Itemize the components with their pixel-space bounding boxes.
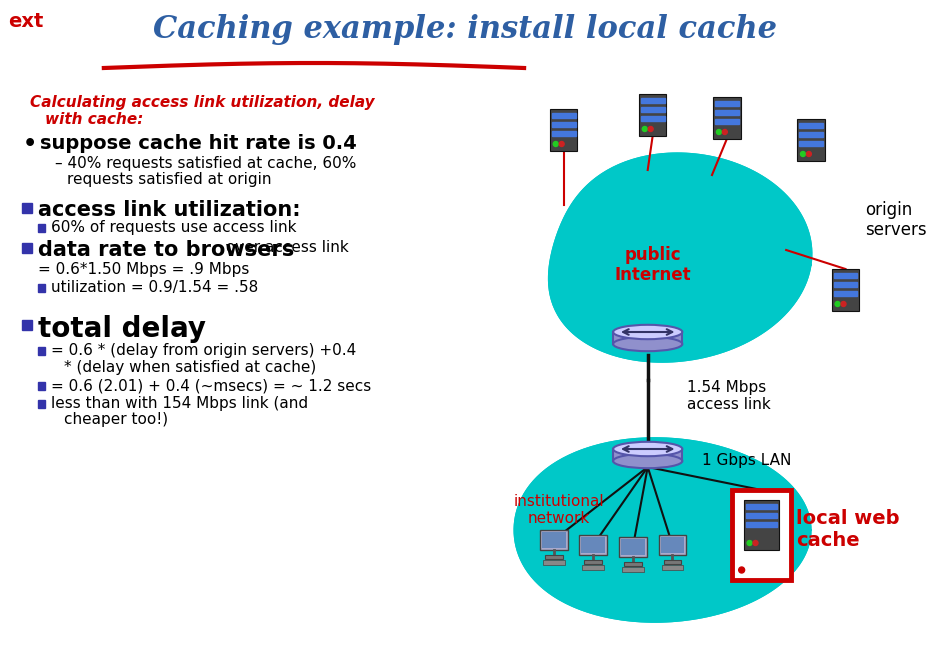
Bar [799,123,822,128]
Text: •: • [23,134,37,154]
Bar [584,560,602,564]
Bar [38,284,45,292]
Bar [834,282,857,287]
Text: Calculating access link utilization, delay: Calculating access link utilization, del… [30,95,375,110]
Text: = 0.6 * (delay from origin servers) +0.4: = 0.6 * (delay from origin servers) +0.4 [52,343,357,358]
Bar [622,567,644,572]
Text: 1.54 Mbps
access link: 1.54 Mbps access link [687,380,771,412]
Bar [22,203,32,213]
Bar [799,132,822,137]
Circle shape [739,567,744,573]
Bar [715,101,739,106]
Text: requests satisfied at origin: requests satisfied at origin [67,172,272,187]
Circle shape [747,540,752,545]
Circle shape [553,142,558,146]
Text: 60% of requests use access link: 60% of requests use access link [52,220,297,235]
Bar [580,535,607,555]
Text: – 40% requests satisfied at cache, 60%: – 40% requests satisfied at cache, 60% [56,156,357,171]
Text: over access link: over access link [220,240,348,255]
Bar [551,131,576,136]
Bar [38,224,45,232]
Circle shape [648,126,653,132]
Circle shape [835,301,840,307]
Circle shape [643,126,647,132]
Bar [22,243,32,253]
Polygon shape [549,153,812,362]
Ellipse shape [614,325,682,339]
Bar [38,347,45,355]
Bar [582,537,605,553]
FancyBboxPatch shape [713,97,741,139]
Bar [661,537,684,553]
Bar [614,449,682,461]
FancyBboxPatch shape [550,109,578,151]
Circle shape [753,540,758,545]
Text: public
Internet: public Internet [614,246,691,285]
FancyBboxPatch shape [743,500,779,550]
Text: total delay: total delay [38,315,205,343]
Bar [38,400,45,408]
Bar [545,555,563,559]
Text: data rate to browsers: data rate to browsers [38,240,294,260]
Circle shape [801,152,805,156]
Bar [715,119,739,124]
Bar [543,560,565,565]
Text: with cache:: with cache: [45,112,144,127]
Bar [582,565,604,570]
Polygon shape [514,438,811,622]
Bar [621,539,645,555]
Bar [540,530,567,550]
Bar [715,110,739,115]
Text: * (delay when satisfied at cache): * (delay when satisfied at cache) [64,360,316,375]
Bar [834,291,857,296]
Circle shape [716,130,722,134]
Bar [551,122,576,127]
Bar [641,98,664,103]
Bar [22,320,32,330]
Bar [38,382,45,390]
Bar [662,565,683,570]
Bar [659,535,686,555]
Text: utilization = 0.9/1.54 = .58: utilization = 0.9/1.54 = .58 [52,280,259,295]
Bar [663,560,681,564]
Bar [542,532,566,548]
Bar [619,537,646,557]
Text: = 0.6 (2.01) + 0.4 (~msecs) = ~ 1.2 secs: = 0.6 (2.01) + 0.4 (~msecs) = ~ 1.2 secs [52,378,372,393]
Ellipse shape [614,337,682,352]
Bar [624,562,642,566]
Text: access link utilization:: access link utilization: [38,200,300,220]
Text: = 0.6*1.50 Mbps = .9 Mbps: = 0.6*1.50 Mbps = .9 Mbps [38,262,249,277]
Text: ext: ext [8,12,43,31]
Bar [551,113,576,118]
Bar [745,513,777,518]
Bar [745,504,777,509]
Circle shape [841,301,846,307]
Circle shape [806,152,811,156]
Bar [834,273,857,278]
Bar [745,522,777,527]
Bar [732,490,791,580]
Circle shape [559,142,565,146]
Text: 1 Gbps LAN: 1 Gbps LAN [702,453,791,467]
Text: suppose cache hit rate is 0.4: suppose cache hit rate is 0.4 [40,134,357,153]
Bar [614,332,682,344]
Ellipse shape [614,442,682,456]
Text: less than with 154 Mbps link (and: less than with 154 Mbps link (and [52,396,309,411]
Text: institutional
network: institutional network [514,494,604,526]
Bar [641,107,664,112]
Text: cheaper too!): cheaper too!) [64,412,168,427]
Text: Caching example: install local cache: Caching example: install local cache [152,14,776,45]
Text: local web
cache: local web cache [796,510,900,551]
Circle shape [723,130,727,134]
FancyBboxPatch shape [797,119,824,161]
Text: origin
servers: origin servers [866,201,927,240]
FancyBboxPatch shape [639,94,666,136]
Ellipse shape [614,453,682,468]
Bar [799,141,822,146]
FancyBboxPatch shape [832,269,859,311]
Bar [641,116,664,121]
